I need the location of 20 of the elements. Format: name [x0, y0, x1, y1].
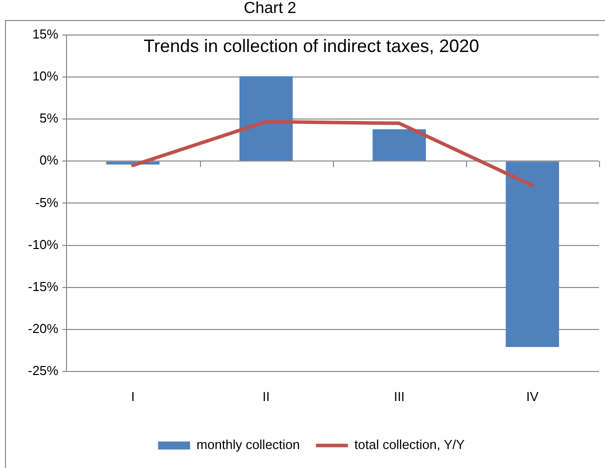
- bar: [372, 129, 426, 161]
- y-tick-label: -5%: [35, 194, 59, 210]
- y-tick-label: 5%: [40, 110, 59, 126]
- x-tick-label: II: [262, 388, 270, 404]
- y-tick-label: 0%: [40, 152, 59, 168]
- chart-title: Trends in collection of indirect taxes, 2020: [144, 36, 480, 56]
- y-tick-label: -25%: [28, 362, 59, 378]
- legend-label: total collection, Y/Y: [354, 437, 466, 452]
- x-tick-label: III: [394, 388, 405, 404]
- legend-label: monthly collection: [196, 437, 300, 452]
- y-tick-label: -10%: [28, 236, 59, 252]
- y-tick-label: 15%: [32, 26, 59, 42]
- bar: [506, 162, 560, 348]
- bar: [239, 76, 293, 161]
- x-tick-label: I: [131, 388, 135, 404]
- y-tick-label: -15%: [28, 278, 59, 294]
- y-tick-label: -20%: [28, 320, 59, 336]
- caption: Chart 2: [242, 0, 298, 18]
- y-tick-label: 10%: [32, 68, 59, 84]
- x-tick-label: IV: [526, 388, 539, 404]
